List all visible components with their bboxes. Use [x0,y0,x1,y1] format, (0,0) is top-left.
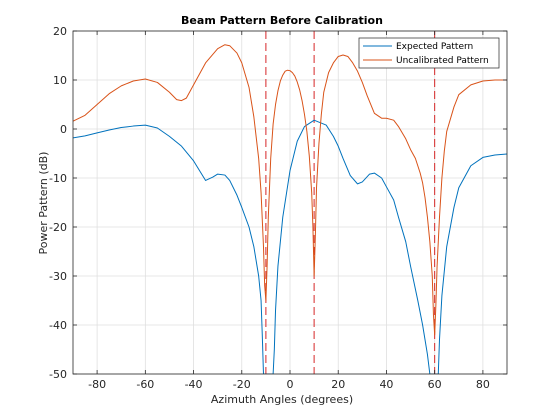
x-tick-label: 20 [331,378,345,391]
x-axis-label: Azimuth Angles (degrees) [211,393,353,406]
y-axis-label: Power Pattern (dB) [37,152,50,255]
series-lines [73,44,507,374]
x-tick-label: 60 [428,378,442,391]
y-tick-label: 0 [60,123,67,136]
x-tick-label: -40 [185,378,203,391]
series-line-uncalibrated [73,44,507,336]
y-tick-label: 10 [53,74,67,87]
series-line-expected [73,119,507,374]
legend-label-expected: Expected Pattern [396,42,473,52]
y-tick-label: 20 [53,25,67,38]
y-tick-label: -20 [49,221,67,234]
axis-ticks: -80 -60 -40 -20 0 20 40 60 80 -50 -40 -30 -20 -10 0 10 2… [49,25,507,391]
vertical-markers [265,31,436,374]
legend-label-uncalibrated: Uncalibrated Pattern [396,56,489,66]
legend: Expected Pattern Uncalibrated Pattern [358,37,500,69]
x-tick-label: -80 [88,378,106,391]
chart-title: Beam Pattern Before Calibration [181,14,383,27]
y-tick-label: -10 [49,172,67,185]
legend-box [358,37,500,69]
x-tick-label: 80 [476,378,490,391]
x-tick-label: 0 [287,378,294,391]
x-tick-label: -20 [233,378,251,391]
y-tick-label: -30 [49,270,67,283]
x-tick-label: -60 [136,378,154,391]
y-tick-label: -50 [49,368,67,381]
x-tick-label: 40 [379,378,393,391]
y-tick-label: -40 [49,319,67,332]
